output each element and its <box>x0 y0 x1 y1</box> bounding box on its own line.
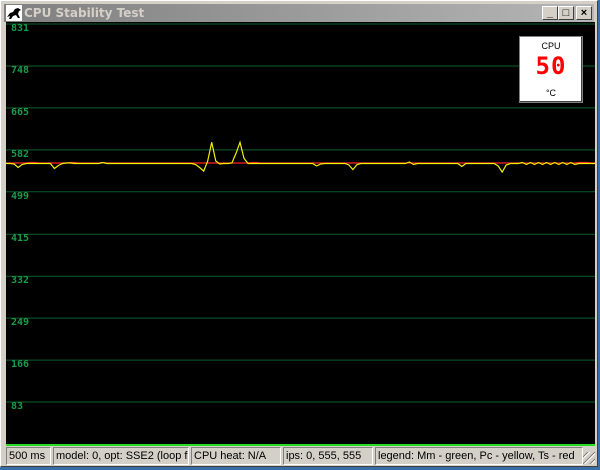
resize-grip-icon[interactable] <box>583 452 595 464</box>
window-title: CPU Stability Test <box>24 6 145 20</box>
y-tick-label: 582 <box>11 148 30 160</box>
y-tick-label: 332 <box>11 275 30 287</box>
cpu-graph: 831 748 665 582 499 415 332 249 166 83 CPU 50 °C <box>6 22 595 446</box>
maximize-button[interactable]: □ <box>558 6 574 20</box>
horse-app-icon[interactable] <box>6 5 22 21</box>
minimize-button[interactable]: _ <box>542 6 558 20</box>
cpu-temperature-display: CPU 50 °C <box>519 36 583 103</box>
status-bar: 500 ms model: 0, opt: SSE2 (loop form CP… <box>4 447 596 465</box>
temperature-unit: °C <box>545 88 557 98</box>
status-interval: 500 ms <box>6 447 51 465</box>
temperature-value: 50 <box>535 52 567 80</box>
series-line-pc <box>6 140 595 174</box>
close-button[interactable]: × <box>576 6 592 20</box>
y-tick-label: 249 <box>11 317 30 329</box>
y-tick-label: 166 <box>11 359 30 371</box>
y-tick-label: 415 <box>11 233 30 245</box>
y-tick-label: 748 <box>11 64 30 76</box>
status-model: model: 0, opt: SSE2 (loop form <box>53 447 189 465</box>
y-tick-label: 499 <box>11 190 30 202</box>
status-ips: ips: 0, 555, 555 <box>283 447 373 465</box>
y-tick-label: 831 <box>11 23 30 34</box>
graph-svg <box>6 23 595 446</box>
title-bar[interactable]: CPU Stability Test _ □ × <box>4 4 594 22</box>
y-tick-label: 83 <box>11 401 24 413</box>
y-tick-label: 665 <box>11 106 30 118</box>
temperature-label: CPU <box>541 41 561 51</box>
status-legend: legend: Mm - green, Pc - yellow, Ts - re… <box>375 447 583 465</box>
status-heat: CPU heat: N/A <box>191 447 281 465</box>
